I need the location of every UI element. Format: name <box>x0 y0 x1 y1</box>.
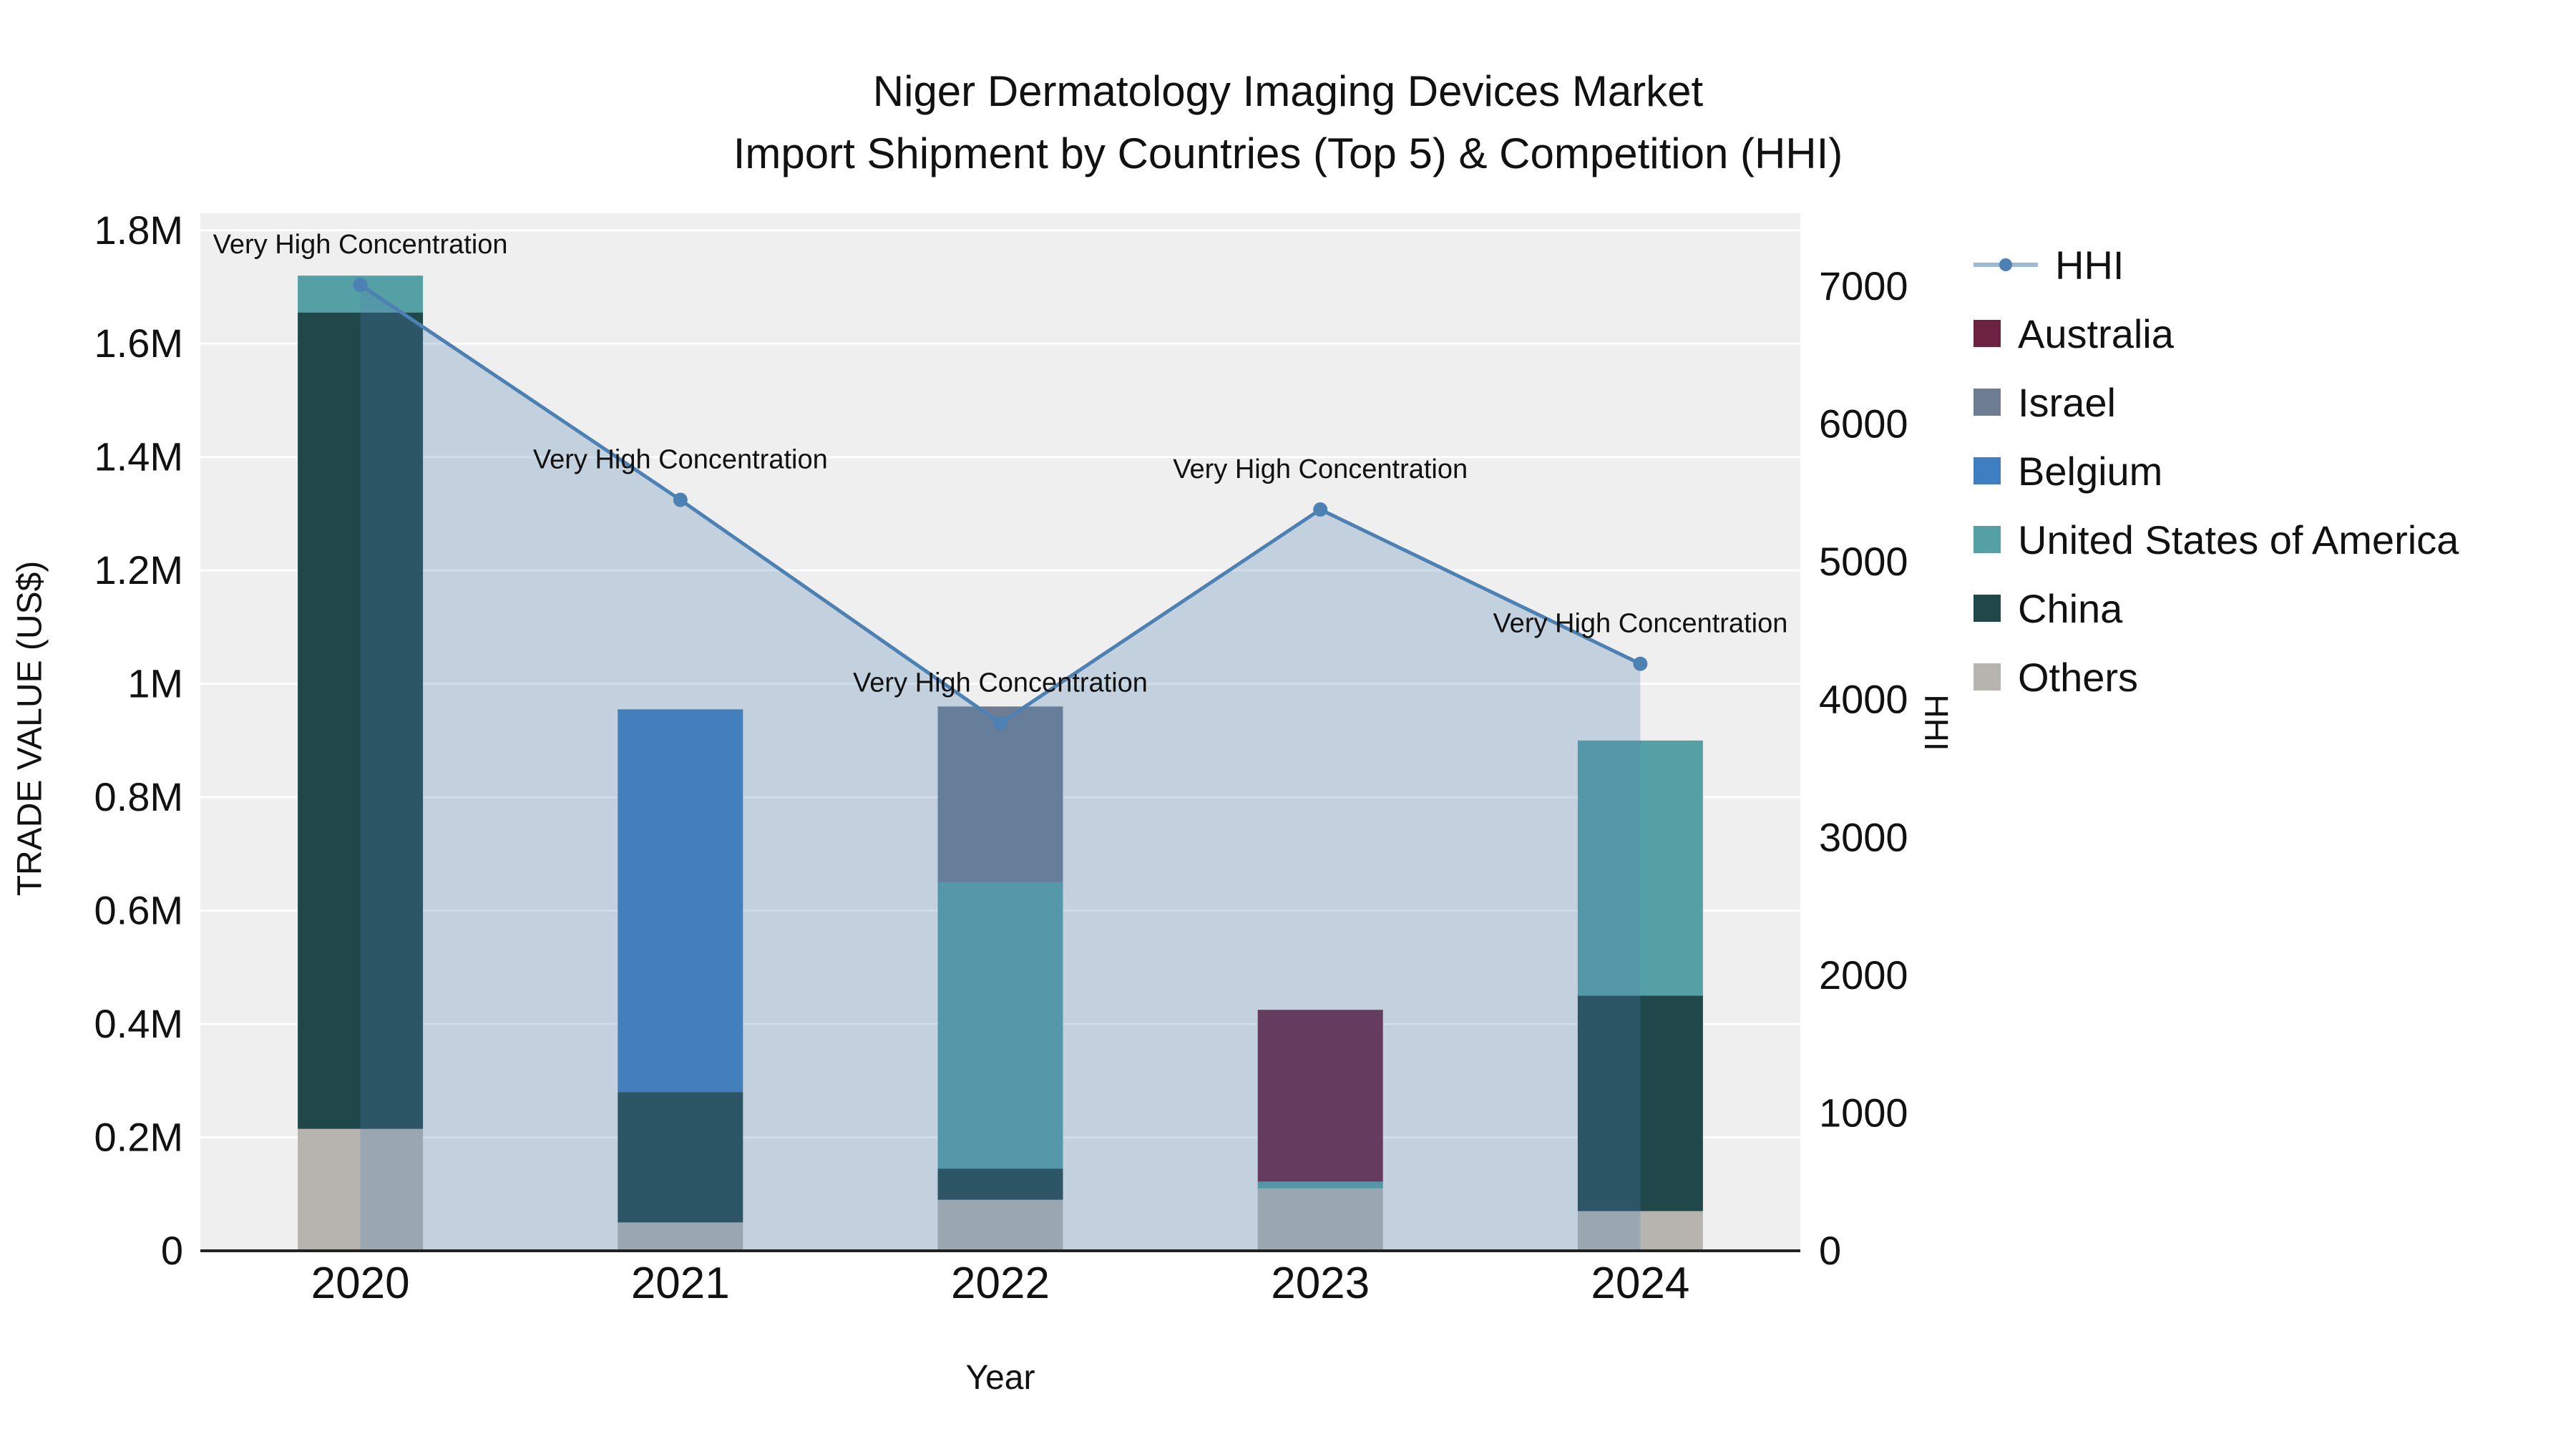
bar-segment-china-2021 <box>618 1092 743 1223</box>
hhi-marker-2024 <box>1633 656 1648 671</box>
legend-item-hhi[interactable]: HHI <box>1974 242 2459 288</box>
bar-segment-others-2024 <box>1577 1211 1703 1251</box>
annotation-2023: Very High Concentration <box>1173 454 1468 484</box>
legend-label: HHI <box>2055 242 2124 288</box>
bar-segment-united-states-of-america-2024 <box>1577 740 1703 996</box>
legend-item-others[interactable]: Others <box>1974 654 2459 700</box>
legend-swatch-icon <box>1974 595 2001 622</box>
bar-segment-others-2023 <box>1257 1188 1383 1251</box>
legend-label: Israel <box>2018 379 2116 425</box>
x-tick-2024: 2024 <box>1591 1259 1689 1308</box>
bar-segment-china-2022 <box>937 1169 1063 1200</box>
chart-title-line1: Niger Dermatology Imaging Devices Market <box>872 67 1704 115</box>
y-left-tick-1.4M: 1.4M <box>94 434 184 479</box>
annotation-2022: Very High Concentration <box>853 668 1148 698</box>
x-axis-label: Year <box>965 1359 1035 1397</box>
legend-item-united-states-of-america[interactable]: United States of America <box>1974 517 2459 562</box>
hhi-marker-2022 <box>993 716 1008 731</box>
legend-item-australia[interactable]: Australia <box>1974 311 2459 356</box>
legend-swatch-icon <box>1974 526 2001 553</box>
bar-segment-others-2020 <box>298 1128 424 1251</box>
chart-title-line2: Import Shipment by Countries (Top 5) & C… <box>733 130 1843 177</box>
y-left-tick-0.6M: 0.6M <box>94 888 184 933</box>
legend-item-israel[interactable]: Israel <box>1974 379 2459 425</box>
hhi-line-marker-icon <box>1974 256 2038 273</box>
bar-segment-united-states-of-america-2023 <box>1257 1181 1383 1189</box>
bar-segment-israel-2022 <box>937 706 1063 882</box>
x-tick-2022: 2022 <box>951 1259 1050 1308</box>
x-tick-2023: 2023 <box>1271 1259 1370 1308</box>
y-left-tick-0.4M: 0.4M <box>94 1001 184 1046</box>
bar-segment-united-states-of-america-2022 <box>937 882 1063 1169</box>
y-left-tick-1M: 1M <box>127 661 183 706</box>
y-right-tick-7000: 7000 <box>1819 263 1908 308</box>
hhi-marker-2021 <box>673 492 688 507</box>
legend-label: Belgium <box>2018 448 2163 494</box>
legend-swatch-icon <box>1974 457 2001 484</box>
y-axis-right-label: HHI <box>1918 694 1955 751</box>
legend-label: Others <box>2018 654 2139 700</box>
bar-segment-australia-2023 <box>1257 1010 1383 1182</box>
legend-swatch-icon <box>1974 663 2001 691</box>
y-left-tick-1.6M: 1.6M <box>94 321 184 366</box>
y-right-tick-3000: 3000 <box>1819 814 1908 859</box>
x-tick-2020: 2020 <box>311 1259 410 1308</box>
annotation-2020: Very High Concentration <box>213 230 508 260</box>
y-right-tick-6000: 6000 <box>1819 401 1908 447</box>
y-right-tick-5000: 5000 <box>1819 539 1908 584</box>
annotation-2021: Very High Concentration <box>533 445 828 475</box>
x-tick-2021: 2021 <box>631 1259 730 1308</box>
y-axis-left-label: TRADE VALUE (US$) <box>11 560 49 897</box>
y-left-tick-1.8M: 1.8M <box>94 208 184 253</box>
legend-label: China <box>2018 585 2123 631</box>
chart-title: Niger Dermatology Imaging Devices Market… <box>0 60 2576 185</box>
legend-item-china[interactable]: China <box>1974 585 2459 631</box>
y-left-tick-0.8M: 0.8M <box>94 774 184 819</box>
y-left-tick-1.2M: 1.2M <box>94 547 184 592</box>
hhi-marker-2020 <box>353 278 368 293</box>
bar-segment-china-2020 <box>298 312 424 1129</box>
bar-segment-others-2021 <box>618 1222 743 1251</box>
legend-swatch-icon <box>1974 320 2001 347</box>
bar-segment-others-2022 <box>937 1199 1063 1251</box>
bar-segment-china-2024 <box>1577 995 1703 1211</box>
y-right-tick-1000: 1000 <box>1819 1090 1908 1135</box>
y-right-tick-4000: 4000 <box>1819 677 1908 722</box>
legend-label: United States of America <box>2018 517 2459 562</box>
y-left-tick-0: 0 <box>161 1228 183 1273</box>
bar-segment-belgium-2021 <box>618 709 743 1093</box>
legend: HHI Australia Israel Belgium United States o… <box>1974 242 2459 700</box>
annotation-2024: Very High Concentration <box>1493 609 1787 639</box>
y-right-tick-0: 0 <box>1819 1228 1841 1273</box>
legend-label: Australia <box>2018 311 2174 356</box>
legend-swatch-icon <box>1974 389 2001 416</box>
y-right-tick-2000: 2000 <box>1819 952 1908 997</box>
legend-item-belgium[interactable]: Belgium <box>1974 448 2459 494</box>
hhi-area-fill <box>360 285 1641 1251</box>
y-left-tick-0.2M: 0.2M <box>94 1115 184 1160</box>
hhi-marker-2023 <box>1313 502 1328 517</box>
